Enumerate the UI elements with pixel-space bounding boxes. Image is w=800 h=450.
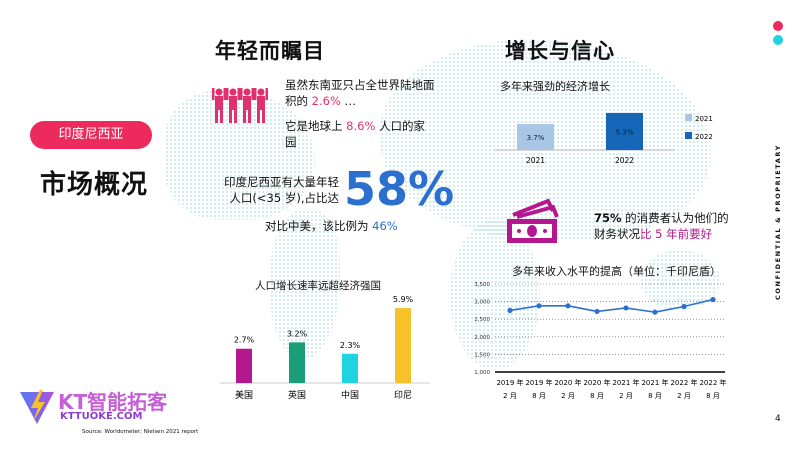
page-number: 4	[775, 414, 781, 424]
youth-text: 印度尼西亚有大量年轻 人口(<35 岁),占比达	[224, 175, 339, 205]
data-point	[710, 296, 716, 303]
x-tick-label: 2 月	[561, 392, 575, 400]
bar-美国	[236, 348, 252, 383]
data-point	[536, 303, 542, 309]
category-label: 中国	[341, 389, 359, 401]
bar-value-label: 2.7%	[234, 336, 255, 345]
x-tick-label: 2019 年	[496, 378, 523, 387]
y-tick-label: 1,500	[474, 352, 490, 358]
data-point	[565, 303, 571, 309]
legend-swatch	[685, 114, 692, 121]
data-point	[652, 309, 658, 315]
y-tick-label: 3,000	[474, 300, 490, 306]
legend-label: 2021	[695, 115, 713, 123]
y-tick-label: 1,000	[474, 370, 490, 376]
legend-swatch	[685, 132, 692, 139]
category-label: 2022	[615, 156, 634, 165]
data-point	[623, 305, 629, 311]
category-label: 印尼	[394, 389, 412, 401]
population-chart-title: 人口增长速率远超经济强国	[255, 280, 381, 292]
world-map-background	[165, 90, 315, 220]
cyan-dot	[773, 35, 783, 45]
x-tick-label: 2020 年	[583, 378, 610, 387]
logo-domain: KTTUOKE.COM	[60, 411, 143, 422]
logo-icon	[20, 390, 54, 424]
bar-value-label: 5.3%	[616, 128, 634, 136]
x-tick-label: 8 月	[706, 392, 720, 400]
bar-2022	[606, 112, 643, 150]
comparison-text: 对比中美，该比例为 46%	[265, 219, 398, 233]
x-tick-label: 2 月	[619, 392, 633, 400]
growth-section-title: 增长与信心	[505, 39, 615, 63]
bar-value-label: 3.7%	[527, 134, 545, 142]
bar-value-label: 3.2%	[287, 329, 308, 338]
logo-text: KT智能拓客	[58, 390, 168, 414]
bar-value-label: 2.3%	[340, 341, 361, 350]
world-map-background	[450, 220, 540, 370]
country-badge: 印度尼西亚	[30, 121, 152, 149]
population-growth-chart: 2.7% 美国 3.2% 英国 2.3% 中国 5.9% 印尼	[220, 295, 430, 401]
y-tick-label: 3,500	[474, 282, 490, 288]
red-dot	[773, 21, 783, 31]
youth-percentage: 58%	[344, 162, 455, 216]
income-line	[509, 298, 714, 313]
x-tick-label: 2022 年	[670, 378, 697, 387]
bar-中国	[342, 353, 358, 383]
x-tick-label: 2020 年	[554, 378, 581, 387]
source-note: Source: Worldometer; Nielsen 2021 report	[82, 429, 199, 435]
world-map-background	[270, 210, 340, 360]
category-label: 2021	[526, 156, 545, 165]
young-section-title: 年轻而瞩目	[215, 39, 325, 63]
money-icon	[507, 198, 559, 243]
market-overview-title: 市场概况	[40, 170, 149, 200]
bar-印尼	[395, 308, 411, 383]
income-chart-title: 多年来收入水平的提高（单位：千印尼盾）	[512, 265, 721, 278]
y-tick-label: 2,500	[474, 317, 490, 323]
bar-2021	[517, 124, 554, 150]
x-tick-label: 2019 年	[525, 378, 552, 387]
category-label: 英国	[288, 389, 306, 401]
category-label: 美国	[235, 389, 253, 401]
x-tick-label: 2021 年	[641, 378, 668, 387]
growth-subtitle: 多年来强劲的经济增长	[500, 80, 610, 93]
data-point	[507, 307, 513, 313]
confidential-label: CONFIDENTIAL & PROPRIETARY	[774, 144, 782, 300]
people-icon	[212, 88, 268, 123]
income-line-chart: 1,000 1,500 2,000 2,500 3,000 3,500 2019 年 2 月 2…	[474, 282, 726, 400]
consumer-confidence-text: 75% 的消费者认为他们的 财务状况比 5 年前要好	[594, 211, 729, 241]
x-tick-label: 2021 年	[612, 378, 639, 387]
economic-growth-chart: 3.7% 2021 2021 5.3% 2022 2022	[495, 112, 713, 165]
x-tick-label: 8 月	[590, 392, 604, 400]
world-map-background	[640, 250, 720, 310]
x-tick-label: 2 月	[677, 392, 691, 400]
x-tick-label: 2 月	[503, 392, 517, 400]
bar-英国	[289, 342, 305, 383]
data-point	[594, 308, 600, 315]
data-point	[681, 303, 687, 310]
land-area-text: 虽然东南亚只占全世界陆地面积的 2.6% …	[285, 78, 435, 108]
x-tick-label: 8 月	[532, 392, 546, 400]
legend-label: 2022	[695, 133, 713, 141]
x-tick-label: 8 月	[648, 392, 662, 400]
bar-value-label: 5.9%	[393, 295, 414, 304]
population-share-text: 它是地球上 8.6% 人口的家园	[285, 119, 426, 149]
x-tick-label: 2022 年	[699, 378, 726, 387]
y-tick-label: 2,000	[474, 335, 490, 341]
